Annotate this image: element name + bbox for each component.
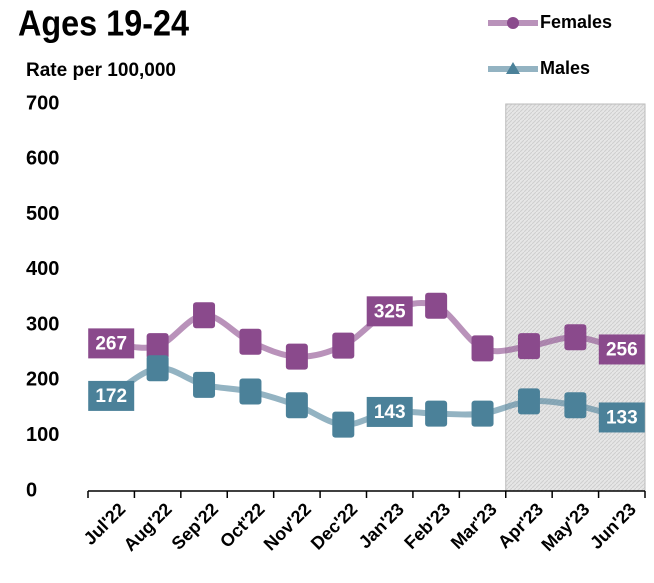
marker (517, 333, 540, 360)
x-tick-label: May'23 (537, 499, 593, 555)
data-label: 267 (95, 333, 127, 354)
data-label: 172 (95, 386, 127, 407)
x-tick-label: Apr'23 (494, 499, 547, 552)
data-label: 256 (606, 339, 638, 360)
chart-title: Ages 19-24 (18, 4, 189, 44)
x-tick-label: Jun'23 (586, 499, 640, 553)
marker (564, 324, 587, 351)
data-label-box (366, 296, 413, 327)
data-label: 325 (374, 301, 406, 322)
marker (471, 335, 494, 362)
y-tick-label: 0 (26, 479, 37, 501)
marker (425, 292, 448, 319)
legend-marker (506, 62, 520, 74)
marker (239, 378, 262, 405)
x-tick-label: Sep'22 (168, 499, 223, 554)
x-tick-label: Jan'23 (355, 499, 408, 552)
y-tick-label: 300 (26, 313, 59, 335)
chart-subtitle: Rate per 100,000 (26, 60, 176, 81)
data-label-box (598, 334, 645, 365)
y-tick-label: 200 (26, 369, 59, 391)
marker (332, 411, 355, 438)
marker (425, 400, 448, 427)
y-tick-label: 700 (26, 92, 59, 114)
marker (517, 388, 540, 415)
data-label-box (88, 380, 135, 411)
marker (564, 392, 587, 419)
data-label: 143 (374, 402, 406, 423)
data-label-box (88, 328, 135, 359)
data-label: 133 (606, 407, 638, 428)
x-tick-label: Mar'23 (447, 499, 501, 553)
marker (332, 332, 355, 359)
data-label-box (598, 402, 645, 433)
shaded-region (505, 103, 646, 492)
marker (239, 328, 262, 355)
marker (285, 392, 308, 419)
legend-marker (507, 17, 519, 29)
y-tick-label: 600 (26, 148, 59, 170)
x-tick-label: Feb'23 (400, 499, 454, 553)
x-tick-label: Aug'22 (120, 499, 176, 555)
marker (193, 302, 216, 329)
x-tick-label: Nov'22 (260, 499, 315, 554)
marker (146, 333, 169, 360)
x-tick-label: Oct'22 (216, 499, 269, 552)
y-tick-label: 400 (26, 258, 59, 280)
legend-label: Females (540, 12, 612, 32)
marker (471, 400, 494, 427)
x-tick-label: Dec'22 (307, 499, 362, 554)
marker (193, 371, 216, 398)
marker (285, 343, 308, 370)
data-label-box (366, 396, 413, 427)
y-tick-label: 500 (26, 203, 59, 225)
y-tick-label: 100 (26, 424, 59, 446)
marker (146, 355, 169, 382)
legend-label: Males (540, 58, 590, 78)
